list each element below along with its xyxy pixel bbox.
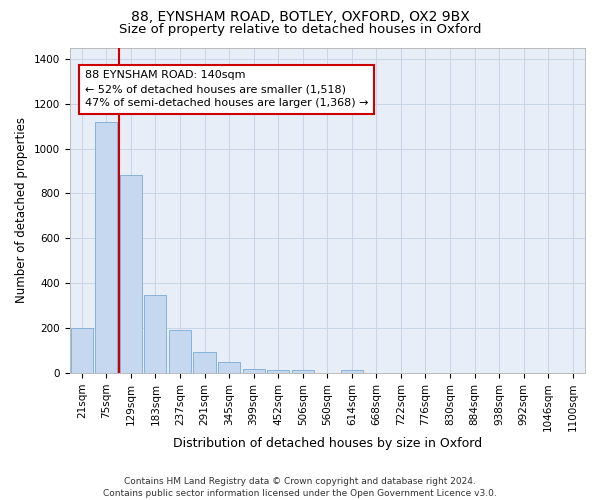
- Text: 88 EYNSHAM ROAD: 140sqm
← 52% of detached houses are smaller (1,518)
47% of semi: 88 EYNSHAM ROAD: 140sqm ← 52% of detache…: [85, 70, 368, 108]
- Bar: [169, 330, 191, 373]
- X-axis label: Distribution of detached houses by size in Oxford: Distribution of detached houses by size …: [173, 437, 482, 450]
- Y-axis label: Number of detached properties: Number of detached properties: [15, 118, 28, 304]
- Bar: [267, 370, 289, 373]
- Bar: [120, 176, 142, 373]
- Bar: [95, 122, 118, 373]
- Text: Contains HM Land Registry data © Crown copyright and database right 2024.
Contai: Contains HM Land Registry data © Crown c…: [103, 476, 497, 498]
- Text: 88, EYNSHAM ROAD, BOTLEY, OXFORD, OX2 9BX: 88, EYNSHAM ROAD, BOTLEY, OXFORD, OX2 9B…: [131, 10, 469, 24]
- Bar: [242, 368, 265, 373]
- Bar: [341, 370, 363, 373]
- Text: Size of property relative to detached houses in Oxford: Size of property relative to detached ho…: [119, 22, 481, 36]
- Bar: [193, 352, 215, 373]
- Bar: [145, 294, 166, 373]
- Bar: [71, 328, 93, 373]
- Bar: [218, 362, 240, 373]
- Bar: [292, 370, 314, 373]
